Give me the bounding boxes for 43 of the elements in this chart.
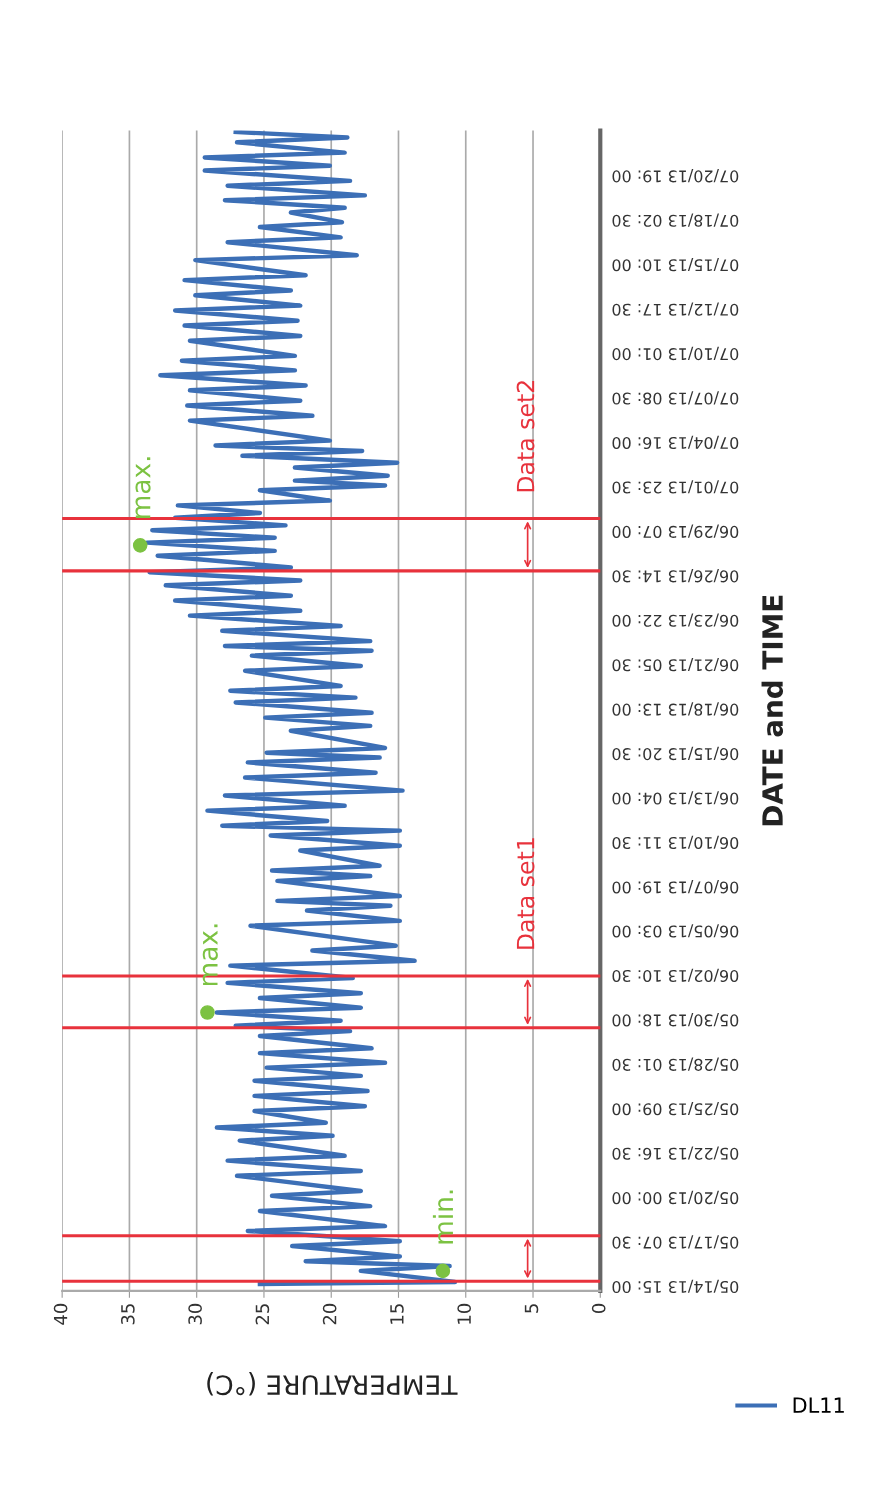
y-tick-label: 07/12/13 17: 30 xyxy=(612,302,739,316)
ref-line-label: Data set1 xyxy=(516,838,535,949)
y-tick-label: 05/20/13 00: 00 xyxy=(612,1190,739,1205)
legend-label: DL11 xyxy=(793,1397,844,1413)
y-tick-label: 05/22/13 16: 30 xyxy=(612,1146,739,1160)
y-tick-label: 07/04/13 16: 00 xyxy=(612,435,739,450)
x-tick-label: 40 xyxy=(53,1303,68,1325)
y-tick-label: 06/07/13 19: 00 xyxy=(612,880,739,894)
y-tick-label: 06/15/13 20: 30 xyxy=(612,746,739,761)
x-tick-label: 0 xyxy=(591,1303,606,1313)
y-axis-title: DATE and TIME xyxy=(761,595,784,826)
y-tick-label: 06/23/13 22: 00 xyxy=(612,613,739,627)
y-tick-label: 07/10/13 01: 00 xyxy=(612,346,739,361)
x-axis-title: TEMPERATURE (°C) xyxy=(207,1372,458,1396)
y-tick-label: 05/17/13 07: 30 xyxy=(612,1235,739,1249)
y-tick-label: 06/18/13 13: 00 xyxy=(612,702,739,716)
y-tick-label: 06/02/13 10: 30 xyxy=(612,968,739,982)
x-tick-label: 20 xyxy=(322,1303,337,1325)
y-tick-label: 06/29/13 07: 00 xyxy=(612,524,739,538)
annotation: min. xyxy=(432,1190,453,1244)
y-tick-label: 06/26/13 14: 30 xyxy=(612,569,739,583)
y-tick-label: 05/14/13 15: 00 xyxy=(612,1279,739,1294)
y-tick-label: 07/01/13 23: 30 xyxy=(612,480,739,494)
ref-line-label: Data set2 xyxy=(516,381,535,492)
y-tick-label: 07/15/13 10: 00 xyxy=(612,257,739,272)
y-tick-label: 05/30/13 18: 00 xyxy=(612,1013,739,1027)
x-tick-label: 35 xyxy=(121,1304,135,1325)
y-tick-label: 07/20/13 19: 00 xyxy=(612,169,739,183)
x-tick-label: 5 xyxy=(524,1304,539,1313)
y-tick-label: 05/25/13 09: 00 xyxy=(612,1101,739,1116)
x-tick-label: 30 xyxy=(188,1303,202,1325)
y-tick-label: 07/18/13 02: 30 xyxy=(612,213,739,227)
y-tick-label: 07/07/13 08: 30 xyxy=(612,391,739,405)
y-tick-label: 06/05/13 03: 00 xyxy=(612,924,739,938)
x-tick-label: 25 xyxy=(255,1304,270,1325)
x-tick-label: 15 xyxy=(390,1304,404,1324)
y-tick-label: 06/10/13 11: 30 xyxy=(612,835,739,850)
y-tick-label: 05/28/13 01: 30 xyxy=(612,1057,739,1071)
annotation: max. xyxy=(202,924,218,986)
y-tick-label: 06/13/13 04: 00 xyxy=(612,791,739,805)
x-tick-label: 10 xyxy=(457,1303,471,1324)
y-tick-label: 06/21/13 05: 30 xyxy=(612,657,739,672)
annotation: max. xyxy=(135,457,151,518)
